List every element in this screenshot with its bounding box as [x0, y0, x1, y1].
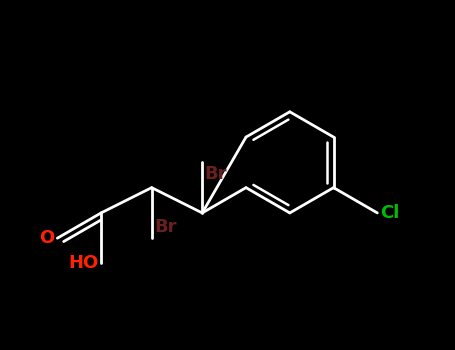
Text: O: O	[40, 229, 55, 247]
Text: Cl: Cl	[380, 204, 399, 222]
Text: Br: Br	[154, 218, 177, 236]
Text: Br: Br	[205, 165, 227, 183]
Text: HO: HO	[68, 254, 99, 272]
